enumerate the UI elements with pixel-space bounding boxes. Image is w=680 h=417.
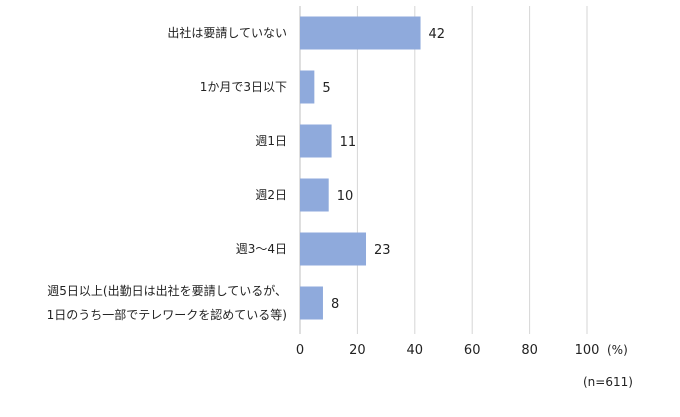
bar [300,70,315,104]
x-tick-label: 0 [296,343,304,358]
category-label: 出社は要請していない [167,25,287,40]
unit-label: (%) [607,343,628,357]
category-label: 週3～4日 [236,242,287,256]
x-tick-label: 100 [575,343,600,358]
x-tick-label: 80 [521,343,538,358]
x-axis-ticks: 0 20 40 60 80 100 [296,343,600,358]
x-tick-label: 20 [349,343,366,358]
category-label: 週2日 [255,188,287,202]
data-label: 42 [429,27,446,42]
bar [300,178,329,212]
bar [300,124,332,158]
category-labels: 出社は要請していない 1か月で3日以下週1日週2日週3～4日週5日以上(出勤日は出… [47,25,287,322]
value-labels: 42 5 11 10 23 8 [322,27,445,312]
data-label: 23 [374,243,391,258]
data-label: 5 [322,81,330,96]
data-label: 10 [337,189,354,204]
gridlines [299,6,588,334]
sample-size-note: (n=611) [583,375,633,389]
x-tick-label: 40 [407,343,424,358]
data-label: 8 [331,297,339,312]
category-label: 週5日以上(出勤日は出社を要請しているが、 [47,283,287,298]
bar [300,286,323,320]
category-label: 1日のうち一部でテレワークを認めている等) [47,307,287,322]
bar [300,16,421,50]
category-label: 1か月で3日以下 [200,80,287,94]
bar [300,232,367,266]
data-label: 11 [340,135,357,150]
bars [300,16,421,320]
category-label: 週1日 [255,134,287,148]
x-tick-label: 60 [464,343,481,358]
